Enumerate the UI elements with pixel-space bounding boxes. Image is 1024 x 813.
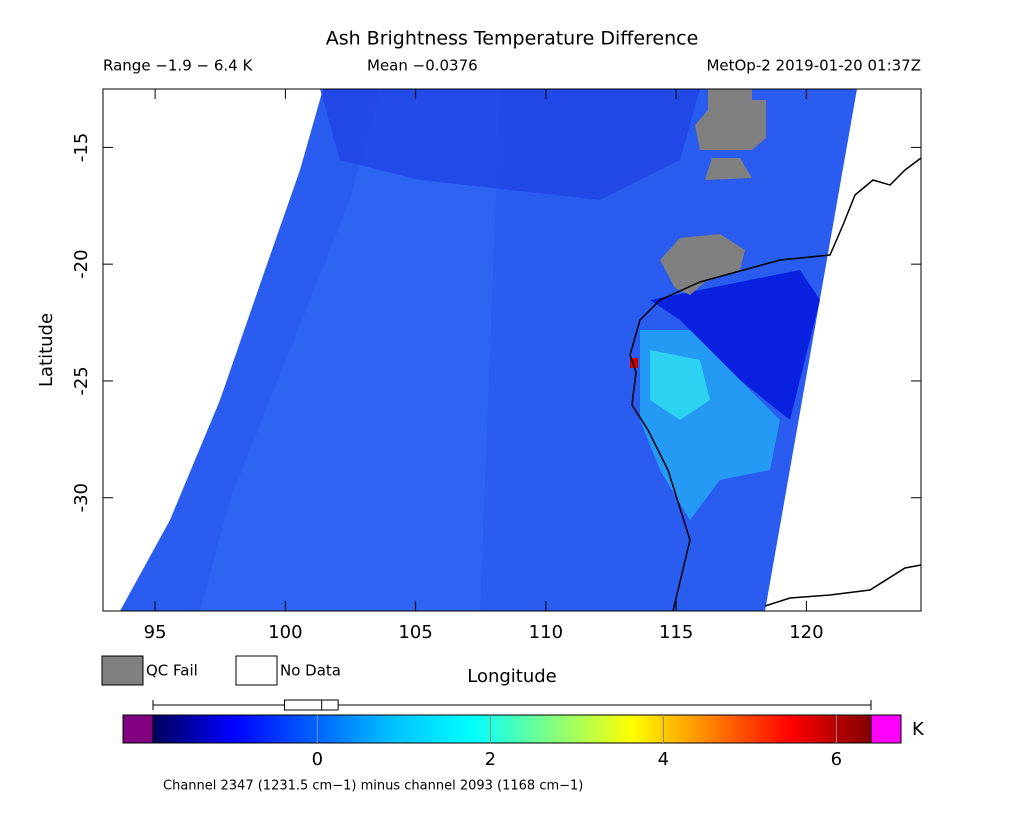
y-tick-label: -25 bbox=[71, 366, 92, 395]
plot-frame bbox=[102, 88, 922, 612]
mean-label: Mean −0.0376 bbox=[367, 57, 478, 75]
colorbar-caption: Channel 2347 (1231.5 cm−1) minus channel… bbox=[163, 779, 583, 794]
colorbar bbox=[152, 714, 872, 744]
y-tick-label: -15 bbox=[71, 133, 92, 162]
box bbox=[283, 699, 339, 711]
chart-title: Ash Brightness Temperature Difference bbox=[326, 28, 699, 50]
legend-label: QC Fail bbox=[146, 662, 198, 680]
x-tick-label: 100 bbox=[268, 622, 302, 643]
x-tick-label: 105 bbox=[398, 622, 432, 643]
x-tick-label: 95 bbox=[144, 622, 167, 643]
swath-shade bbox=[650, 350, 710, 420]
x-axis-label: Longitude bbox=[467, 666, 557, 687]
swath-shade bbox=[200, 89, 500, 611]
swath-shade bbox=[650, 270, 820, 420]
range-label: Range −1.9 − 6.4 K bbox=[103, 57, 253, 75]
colorbar-tick-label: 2 bbox=[485, 749, 496, 770]
coastline bbox=[629, 157, 921, 611]
legend-label: No Data bbox=[280, 662, 341, 680]
source-label: MetOp-2 2019-01-20 01:37Z bbox=[706, 57, 921, 75]
legend-swatch bbox=[235, 655, 278, 686]
colorbar-under bbox=[122, 714, 154, 744]
y-axis-label: Latitude bbox=[36, 313, 57, 387]
hot-pixel bbox=[630, 358, 638, 368]
y-tick-label: -30 bbox=[71, 483, 92, 512]
colorbar-unit: K bbox=[912, 719, 925, 740]
qc-fail-area bbox=[660, 234, 745, 295]
colorbar-over bbox=[870, 714, 902, 744]
colorbar-tick-label: 0 bbox=[312, 749, 323, 770]
map-field bbox=[120, 89, 921, 611]
qc-fail-area bbox=[705, 158, 752, 180]
x-tick-label: 115 bbox=[659, 622, 693, 643]
qc-fail-area bbox=[695, 89, 766, 150]
swath-shade bbox=[320, 89, 700, 200]
legend-swatch bbox=[101, 655, 144, 686]
colorbar-tick-label: 4 bbox=[658, 749, 669, 770]
x-tick-label: 120 bbox=[789, 622, 823, 643]
x-tick-label: 110 bbox=[529, 622, 563, 643]
colorbar-tick-label: 6 bbox=[831, 749, 842, 770]
coastline bbox=[764, 564, 921, 607]
y-tick-label: -20 bbox=[71, 249, 92, 278]
